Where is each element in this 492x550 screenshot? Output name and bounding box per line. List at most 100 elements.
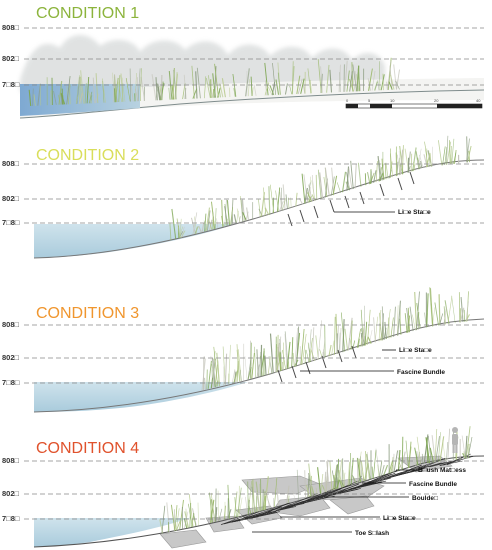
grass-blade — [334, 464, 339, 490]
grass-blade — [207, 210, 211, 231]
grass-blade — [410, 153, 413, 172]
vegetation — [28, 57, 400, 107]
grass-blade — [439, 313, 443, 326]
grass-blade — [317, 169, 322, 199]
grass-blade — [192, 508, 197, 527]
live-stake — [291, 365, 297, 379]
grass-blade — [171, 208, 177, 239]
grass-blade — [463, 451, 466, 459]
grass-blade — [340, 312, 346, 352]
grass-blade — [277, 72, 281, 95]
grass-blade — [174, 71, 178, 100]
brush-branch — [429, 461, 452, 468]
grass-blade — [380, 74, 385, 91]
grass-blade — [374, 81, 378, 91]
grass-blade — [255, 495, 258, 513]
grass-blade — [204, 76, 207, 99]
grass-blade — [176, 218, 181, 238]
callout-toe-splash: Toe S□lash — [252, 530, 389, 537]
grass-blade — [424, 312, 427, 328]
grass-blade — [311, 327, 315, 362]
grass-blade — [255, 506, 259, 512]
grass-blade — [32, 88, 34, 106]
grass-blade — [224, 353, 228, 385]
grass-blade — [357, 162, 362, 187]
grass-blade — [447, 296, 453, 325]
grass-blade — [324, 167, 330, 197]
grass-blade — [169, 222, 172, 241]
grass-blade — [352, 64, 357, 92]
panel-condition-1: CONDITION 1 808□ 802□ 7□8□ 0 5 10 — [2, 5, 485, 119]
grass-blade — [221, 78, 226, 98]
grass-blade — [273, 477, 278, 508]
grass-blade — [364, 336, 369, 346]
grass-blade — [151, 74, 157, 101]
brush-branch — [320, 488, 342, 498]
grass-blade — [130, 84, 134, 102]
grass-blade — [320, 473, 324, 494]
grass-blade — [233, 370, 239, 383]
grass-blade — [339, 327, 342, 354]
grass-blade — [412, 314, 416, 331]
grass-blade — [426, 293, 429, 328]
grass-blade — [397, 300, 402, 336]
elevation-label: 802□ — [2, 489, 20, 498]
grass-blade — [356, 65, 360, 92]
grass-blade — [414, 291, 418, 331]
live-stake — [359, 191, 365, 205]
grass-blade — [339, 480, 343, 488]
grass-blade — [371, 466, 374, 479]
grass-blade — [346, 70, 350, 92]
grass-blade — [332, 464, 338, 490]
grass-blade — [329, 69, 333, 93]
grass-blade — [349, 338, 353, 350]
scale-bar: 0 5 10 20 40 — [345, 98, 483, 109]
callout-label: Li□e Sta□e — [383, 515, 416, 522]
live-stake — [329, 199, 335, 213]
grass-blade — [317, 467, 322, 494]
callout-fascine-bundle: Fascine Bundle — [362, 481, 457, 488]
grass-blade — [443, 308, 447, 325]
grass-blade — [342, 469, 345, 487]
grass-blade — [350, 320, 353, 350]
grass-blade — [214, 63, 219, 98]
grass-blade — [268, 186, 271, 215]
brush-branch — [383, 464, 423, 480]
grass-blade — [408, 441, 412, 468]
grass-blade — [80, 70, 85, 104]
grass-blade — [407, 307, 410, 333]
grass-blade — [374, 316, 378, 343]
grass-blade — [404, 313, 408, 333]
grass-blade — [439, 436, 445, 462]
grass-blade — [272, 497, 275, 508]
grass-blade — [117, 81, 122, 102]
grass-blade — [231, 371, 236, 384]
grass-blade — [366, 309, 371, 345]
brush-branch — [359, 470, 398, 487]
grass-blade — [264, 207, 270, 216]
grass-blade — [412, 147, 417, 172]
grass-blade — [161, 81, 164, 101]
grass-blade — [426, 438, 429, 464]
elevation-label: 7□8□ — [2, 218, 20, 227]
grass-blade — [364, 173, 367, 186]
grass-blade — [336, 182, 342, 193]
live-stakes — [277, 345, 357, 383]
grass-blade — [336, 325, 340, 354]
grass-blade — [375, 161, 378, 183]
grass-blade — [392, 453, 395, 473]
grass-blade — [294, 327, 298, 367]
grass-blade — [448, 140, 451, 165]
grass-blade — [367, 172, 371, 185]
grass-blade — [58, 80, 63, 105]
grass-blade — [253, 84, 257, 96]
grass-blade — [360, 328, 366, 346]
water-body — [34, 224, 236, 258]
grass-blade — [265, 489, 271, 509]
grass-blade — [291, 66, 295, 95]
scale-tick: 5 — [368, 98, 371, 103]
grass-blade — [201, 222, 205, 233]
grass-blade — [437, 140, 443, 166]
grass-blade — [211, 201, 216, 229]
grass-blade — [451, 295, 456, 324]
